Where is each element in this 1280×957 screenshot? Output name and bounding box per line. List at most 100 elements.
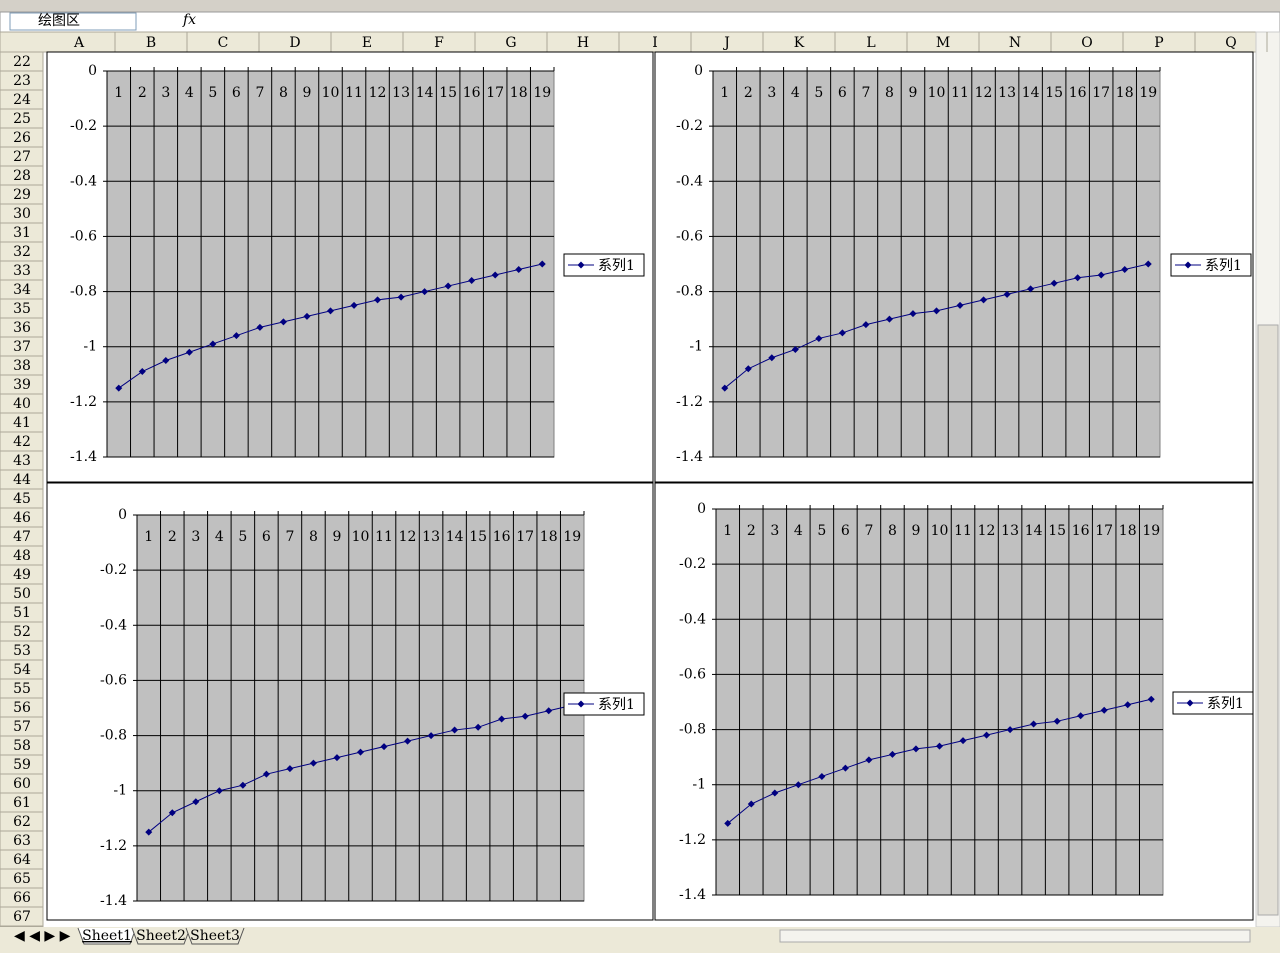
- row-header[interactable]: 43: [13, 453, 31, 469]
- row-header[interactable]: 50: [13, 586, 31, 602]
- row-header[interactable]: 29: [13, 187, 31, 203]
- name-box[interactable]: [9, 12, 137, 31]
- data-point: [771, 789, 779, 797]
- row-header[interactable]: 38: [13, 358, 31, 374]
- data-point: [1030, 720, 1038, 728]
- row-header[interactable]: 56: [13, 700, 31, 716]
- row-header[interactable]: 60: [13, 776, 31, 792]
- sheet-tab[interactable]: [131, 927, 191, 945]
- x-tick-label: 5: [208, 85, 217, 101]
- legend[interactable]: [1170, 253, 1252, 277]
- x-tick-label: 4: [794, 523, 803, 539]
- row-header[interactable]: 30: [13, 206, 31, 222]
- x-tick-label: 14: [446, 529, 464, 545]
- column-header[interactable]: L: [866, 35, 875, 51]
- row-header[interactable]: 65: [13, 871, 31, 887]
- row-header[interactable]: 31: [13, 225, 31, 241]
- row-header[interactable]: 67: [13, 909, 31, 925]
- data-point: [980, 296, 988, 304]
- column-header[interactable]: F: [434, 35, 444, 51]
- row-header[interactable]: 64: [13, 852, 31, 868]
- column-header[interactable]: Q: [1225, 35, 1236, 51]
- sheet-tab[interactable]: [185, 927, 245, 945]
- row-header[interactable]: 39: [13, 377, 31, 393]
- toolbar: [0, 0, 1280, 12]
- row-header[interactable]: 51: [13, 605, 31, 621]
- row-header[interactable]: 33: [13, 263, 31, 279]
- row-header[interactable]: 58: [13, 738, 31, 754]
- sheet-tab[interactable]: [77, 927, 137, 945]
- row-header[interactable]: 34: [13, 282, 31, 298]
- column-header[interactable]: N: [1009, 35, 1021, 51]
- sheet-tab-label[interactable]: Sheet3: [190, 928, 240, 944]
- scroll-thumb[interactable]: [1257, 324, 1279, 916]
- row-header[interactable]: 36: [13, 320, 31, 336]
- data-point: [747, 800, 755, 808]
- x-tick-label: 19: [533, 85, 551, 101]
- row-header[interactable]: 24: [13, 92, 31, 108]
- plot-area[interactable]: [712, 70, 1161, 458]
- sheet-tab-label[interactable]: Sheet2: [136, 928, 186, 944]
- row-header[interactable]: 62: [13, 814, 31, 830]
- row-header[interactable]: 22: [13, 54, 31, 70]
- row-header[interactable]: 40: [13, 396, 31, 412]
- row-header[interactable]: 44: [13, 472, 31, 488]
- row-header[interactable]: 48: [13, 548, 31, 564]
- row-header[interactable]: 53: [13, 643, 31, 659]
- row-header[interactable]: 41: [13, 415, 31, 431]
- row-header[interactable]: 32: [13, 244, 31, 260]
- column-header-bar: [0, 31, 1257, 53]
- row-header[interactable]: 25: [13, 111, 31, 127]
- row-header[interactable]: 59: [13, 757, 31, 773]
- column-header[interactable]: M: [936, 35, 950, 51]
- legend-label: 系列1: [598, 697, 635, 713]
- column-header[interactable]: D: [289, 35, 300, 51]
- column-header[interactable]: A: [73, 35, 85, 51]
- legend[interactable]: [563, 692, 645, 716]
- fx-icon[interactable]: fx: [182, 12, 196, 28]
- row-header[interactable]: 52: [13, 624, 31, 640]
- data-point: [888, 750, 896, 758]
- x-tick-label: 19: [563, 529, 581, 545]
- row-header[interactable]: 63: [13, 833, 31, 849]
- row-header[interactable]: 55: [13, 681, 31, 697]
- row-header[interactable]: 27: [13, 149, 31, 165]
- plot-area[interactable]: [136, 514, 585, 902]
- column-header[interactable]: E: [362, 35, 372, 51]
- x-tick-label: 13: [392, 85, 410, 101]
- row-header[interactable]: 46: [13, 510, 31, 526]
- row-header[interactable]: 26: [13, 130, 31, 146]
- row-header[interactable]: 23: [13, 73, 31, 89]
- row-header[interactable]: 61: [13, 795, 31, 811]
- column-header[interactable]: B: [146, 35, 156, 51]
- sheet-tab-label[interactable]: Sheet1: [82, 928, 132, 944]
- row-header[interactable]: 28: [13, 168, 31, 184]
- legend[interactable]: [1172, 691, 1254, 715]
- column-header[interactable]: O: [1081, 35, 1092, 51]
- column-header[interactable]: P: [1154, 35, 1163, 51]
- horizontal-scrollbar[interactable]: [779, 929, 1251, 943]
- row-header[interactable]: 35: [13, 301, 31, 317]
- row-header[interactable]: 57: [13, 719, 31, 735]
- tab-nav[interactable]: ◀ ◀ ▶ ▶: [14, 928, 71, 944]
- row-header[interactable]: 45: [13, 491, 31, 507]
- plot-area[interactable]: [106, 70, 555, 458]
- column-header[interactable]: K: [794, 35, 805, 51]
- x-tick-label: 18: [540, 529, 558, 545]
- y-tick-label: -0.2: [70, 118, 97, 134]
- column-header[interactable]: I: [652, 35, 658, 51]
- row-header[interactable]: 66: [13, 890, 31, 906]
- row-header[interactable]: 42: [13, 434, 31, 450]
- column-header[interactable]: G: [505, 35, 516, 51]
- row-header[interactable]: 47: [13, 529, 31, 545]
- row-header[interactable]: 49: [13, 567, 31, 583]
- x-tick-label: 7: [861, 85, 870, 101]
- row-header[interactable]: 54: [13, 662, 31, 678]
- column-header[interactable]: H: [577, 35, 589, 51]
- data-point: [209, 340, 217, 348]
- column-header[interactable]: C: [218, 35, 229, 51]
- legend[interactable]: [563, 253, 645, 277]
- plot-area[interactable]: [715, 508, 1164, 896]
- row-header[interactable]: 37: [13, 339, 31, 355]
- column-header[interactable]: J: [722, 35, 730, 51]
